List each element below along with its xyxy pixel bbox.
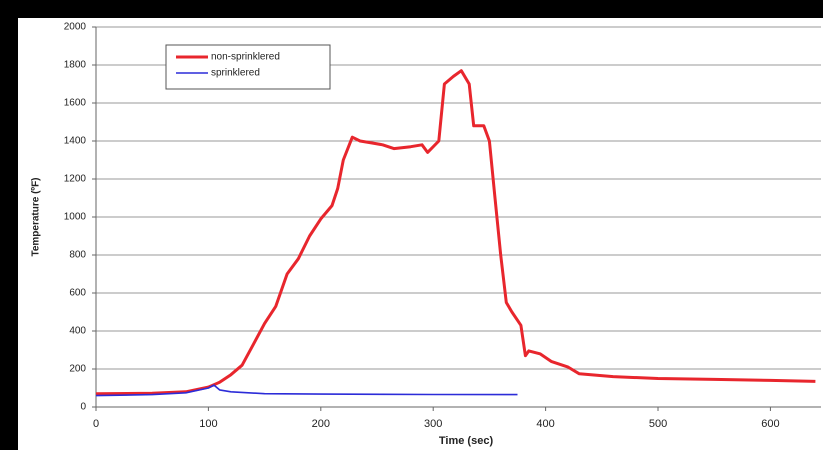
line-series [95,384,518,397]
y-tick-label: 1200 [64,174,87,185]
x-tick-label: 100 [199,418,217,430]
x-tick-label: 300 [424,418,442,430]
y-tick-label: 1000 [64,212,87,223]
legend-label: non-sprinklered [211,52,280,63]
y-tick-label: 1600 [64,98,87,109]
legend-label: sprinklered [211,68,260,79]
legend-box [165,44,331,90]
x-tick-label: 600 [761,418,779,430]
y-tick-label: 400 [69,326,86,337]
y-tick-label: 1400 [64,136,87,147]
background [18,18,823,450]
line-series [95,69,816,396]
x-tick-label: 500 [649,418,667,430]
y-tick-label: 800 [69,250,86,261]
y-tick-label: 1800 [64,60,87,71]
x-tick-label: 200 [312,418,330,430]
y-tick-label: 600 [69,288,86,299]
y-axis-label: Temperature (ºF) [31,177,42,256]
x-tick-label: 400 [536,418,554,430]
y-tick-label: 2000 [64,22,87,33]
x-tick-label: 0 [93,418,99,430]
y-tick-label: 200 [69,364,86,375]
y-tick-label: 0 [80,402,86,413]
x-axis-label: Time (sec) [439,435,494,447]
